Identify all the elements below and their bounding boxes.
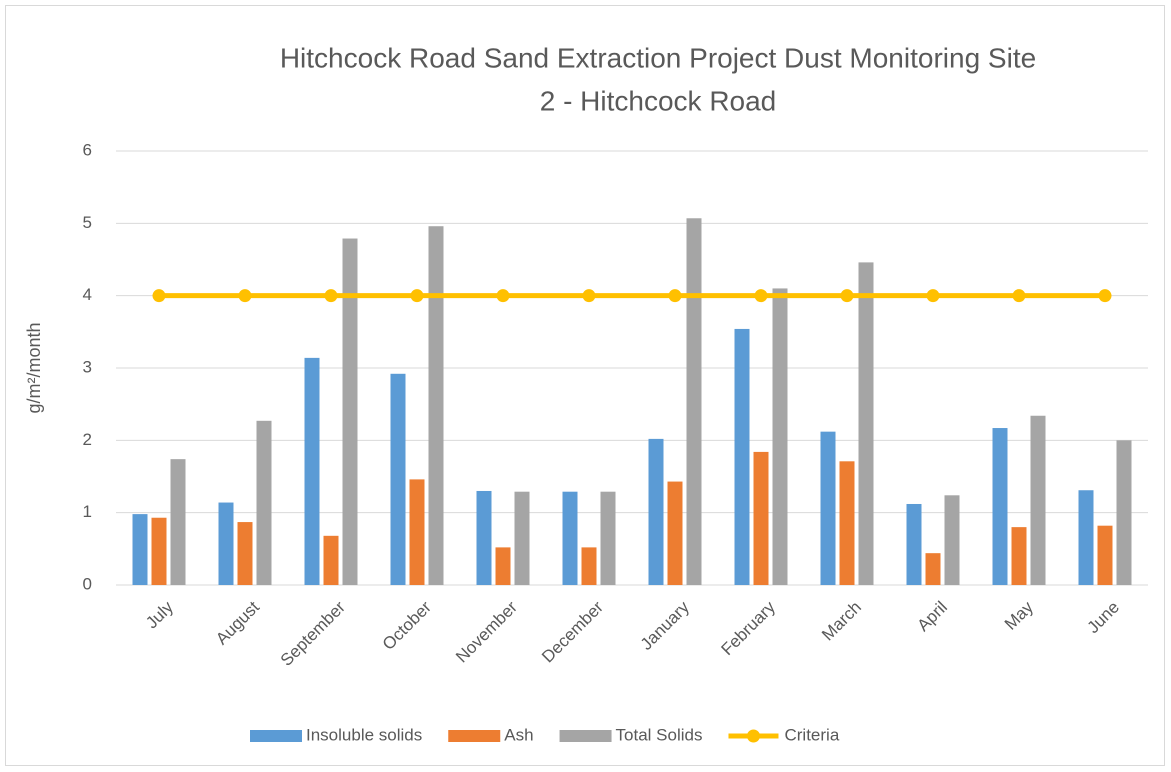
bar bbox=[839, 461, 855, 585]
line-marker bbox=[926, 289, 940, 303]
bar bbox=[323, 535, 339, 585]
bar bbox=[132, 514, 148, 585]
y-tick-label: 0 bbox=[83, 574, 92, 593]
line-marker bbox=[1012, 289, 1026, 303]
y-axis-label: g/m²/month bbox=[24, 322, 44, 413]
bar bbox=[581, 547, 597, 585]
chart-title: Hitchcock Road Sand Extraction Project D… bbox=[280, 42, 1036, 73]
line-marker bbox=[238, 289, 252, 303]
y-tick-label: 6 bbox=[83, 140, 92, 159]
chart-title: 2 - Hitchcock Road bbox=[540, 85, 777, 116]
bar bbox=[906, 503, 922, 585]
line-marker bbox=[324, 289, 338, 303]
bar bbox=[686, 218, 702, 585]
bar bbox=[562, 491, 578, 585]
line-marker bbox=[840, 289, 854, 303]
y-tick-label: 3 bbox=[83, 357, 92, 376]
bar bbox=[1030, 415, 1046, 585]
bar bbox=[600, 491, 616, 585]
bar bbox=[218, 502, 234, 585]
legend-swatch bbox=[448, 730, 501, 742]
bar bbox=[237, 522, 253, 585]
bar bbox=[1078, 490, 1094, 585]
bar bbox=[667, 481, 683, 585]
bar bbox=[925, 553, 941, 585]
bar bbox=[304, 357, 320, 585]
line-marker bbox=[410, 289, 424, 303]
y-tick-label: 2 bbox=[83, 430, 92, 449]
bar bbox=[648, 438, 664, 585]
bar bbox=[992, 428, 1008, 585]
legend-label: Total Solids bbox=[616, 725, 703, 744]
bar bbox=[1097, 525, 1113, 585]
bar bbox=[409, 479, 425, 585]
bar bbox=[820, 431, 836, 585]
line-marker bbox=[1098, 289, 1112, 303]
bar bbox=[858, 262, 874, 585]
line-marker bbox=[582, 289, 596, 303]
bar bbox=[476, 490, 492, 585]
bar bbox=[734, 328, 750, 585]
legend-label: Criteria bbox=[784, 725, 839, 744]
line-marker bbox=[496, 289, 510, 303]
bar bbox=[342, 238, 358, 586]
chart-border bbox=[5, 5, 1165, 766]
y-tick-label: 1 bbox=[83, 502, 92, 521]
bar bbox=[390, 373, 406, 585]
line-marker bbox=[668, 289, 682, 303]
legend-label: Ash bbox=[504, 725, 533, 744]
bar bbox=[1116, 440, 1132, 585]
bar bbox=[1011, 527, 1027, 585]
bar bbox=[495, 547, 511, 585]
bar bbox=[151, 517, 167, 585]
bar bbox=[753, 451, 769, 585]
legend-label: Insoluble solids bbox=[306, 725, 422, 744]
legend-swatch bbox=[250, 730, 302, 742]
bar bbox=[170, 459, 186, 585]
y-tick-label: 5 bbox=[83, 213, 92, 232]
bar bbox=[944, 495, 960, 585]
bar bbox=[772, 288, 788, 585]
line-marker bbox=[152, 289, 166, 303]
line-marker bbox=[754, 289, 768, 303]
bar bbox=[256, 420, 272, 585]
legend-swatch bbox=[746, 729, 760, 743]
bar bbox=[428, 226, 444, 585]
bar bbox=[514, 491, 530, 585]
y-tick-label: 4 bbox=[83, 285, 92, 304]
legend-swatch bbox=[559, 730, 612, 742]
